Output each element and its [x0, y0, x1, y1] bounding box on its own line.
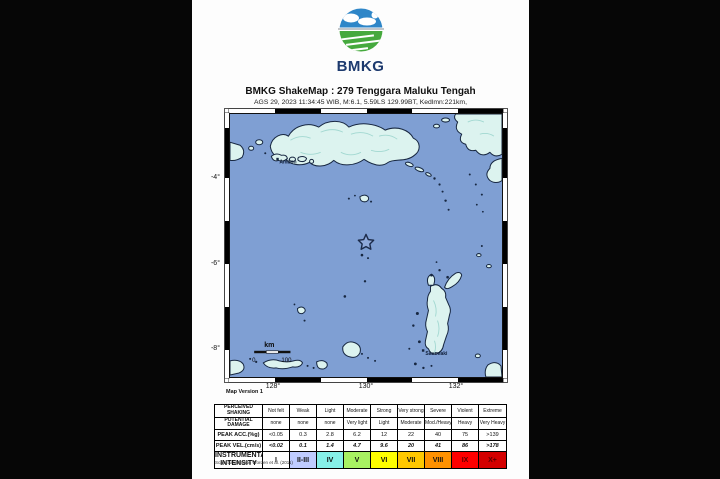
legend-cell: <0.02	[262, 440, 290, 452]
legend-row: PEAK ACC.(%g) <0.05 0.3 2.8 6.2 12 22 40 75 >139	[214, 429, 507, 441]
frame-tick-right	[503, 113, 507, 378]
intensity-cell: X+	[478, 450, 507, 470]
legend-cell: Heavy	[451, 416, 479, 430]
legend-cell: 12	[370, 429, 398, 441]
x-tick-130: 130°	[358, 383, 374, 390]
scale-unit-label: km	[264, 342, 274, 349]
legend-cell: 86	[451, 440, 479, 452]
legend-cell: Extreme	[478, 404, 507, 418]
terrain-texture	[290, 119, 495, 353]
map-frame: Ambon Saumlaki km 0 100	[224, 108, 508, 383]
legend-cell: 1.4	[316, 440, 344, 452]
legend-cell: >178	[478, 440, 507, 452]
shakemap-title: BMKG ShakeMap : 279 Tenggara Maluku Teng…	[245, 86, 476, 97]
legend-row-label: PEAK ACC.(%g)	[214, 429, 263, 441]
legend-row-label: PERCEIVED SHAKING	[214, 404, 263, 418]
intensity-table-body: PERCEIVED SHAKING Not felt Weak Light Modera…	[214, 404, 507, 470]
x-tick-128: 128°	[265, 383, 281, 390]
legend-cell: none	[316, 416, 344, 430]
intensity-cell: I	[262, 450, 290, 470]
y-tick--6: -6°	[210, 260, 220, 267]
legend-cell: Mod./Heavy	[424, 416, 452, 430]
intensity-table: PERCEIVED SHAKING Not felt Weak Light Modera…	[214, 404, 507, 470]
city-label-saumlaki: Saumlaki	[425, 351, 448, 357]
legend-cell: 0.1	[289, 440, 317, 452]
legend-cell: 20	[397, 440, 425, 452]
legend-row: PERCEIVED SHAKING Not felt Weak Light Modera…	[214, 404, 507, 418]
y-tick--4: -4°	[210, 174, 220, 181]
legend-cell: 6.2	[343, 429, 371, 441]
epicenter-star-icon	[357, 233, 375, 250]
shakemap-page: BMKG BMKG ShakeMap : 279 Tenggara Maluku…	[192, 0, 529, 479]
legend-cell: 0.3	[289, 429, 317, 441]
legend-row: PEAK VEL.(cm/s) <0.02 0.1 1.4 4.7 9.6 20 41 86 >1…	[214, 440, 507, 452]
city-label-ambon: Ambon	[279, 159, 296, 165]
legend-cell: <0.05	[262, 429, 290, 441]
intensity-cell: VI	[370, 450, 398, 470]
intensity-cell: IV	[316, 450, 344, 470]
intensity-cell: VIII	[424, 450, 452, 470]
legend-cell: 75	[451, 429, 479, 441]
scale-bar: km 0 100	[252, 342, 292, 364]
intensity-legend: PERCEIVED SHAKING Not felt Weak Light Modera…	[214, 404, 507, 470]
intensity-cell: VII	[397, 450, 425, 470]
islands	[230, 114, 502, 377]
legend-cell: Light	[316, 404, 344, 418]
legend-row-label: INSTRUMENTAL INTENSITY	[214, 450, 263, 470]
legend-cell: Moderate	[343, 404, 371, 418]
legend-cell: none	[289, 416, 317, 430]
y-tick--8: -8°	[210, 345, 220, 352]
bmkg-globe-icon	[337, 8, 384, 52]
legend-cell: >139	[478, 429, 507, 441]
legend-row-label: PEAK VEL.(cm/s)	[214, 440, 263, 452]
legend-cell: Very strong	[397, 404, 425, 418]
intensity-cell: IX	[451, 450, 479, 470]
legend-cell: 4.7	[343, 440, 371, 452]
legend-row: POTENTIAL DAMAGE none none none Very light Li…	[214, 416, 507, 430]
legend-row: INSTRUMENTAL INTENSITYIII-IIIIVVVIVIIVII…	[214, 450, 507, 470]
city-dot-ambon	[276, 157, 279, 161]
map-canvas: Ambon Saumlaki km 0 100	[229, 113, 503, 378]
bmkg-brand-text: BMKG	[336, 58, 385, 75]
legend-cell: 9.6	[370, 440, 398, 452]
x-tick-132: 132°	[448, 383, 464, 390]
legend-cell: 2.8	[316, 429, 344, 441]
frame-tick-bottom	[229, 378, 503, 382]
frame-tick-top	[229, 109, 503, 113]
bmkg-logo: BMKG	[192, 7, 529, 75]
legend-cell: Very Heavy	[478, 416, 507, 430]
scale-max-label: 100	[281, 358, 292, 364]
legend-cell: Very light	[343, 416, 371, 430]
event-parameters: AGS 29, 2023 11:34:45 WIB, M:6.1, 5.59LS…	[254, 99, 467, 106]
intensity-cell: II-III	[289, 450, 317, 470]
legend-cell: 41	[424, 440, 452, 452]
legend-cell: Moderate	[397, 416, 425, 430]
legend-cell: Strong	[370, 404, 398, 418]
legend-cell: 22	[397, 429, 425, 441]
city-dot-saumlaki	[421, 349, 425, 352]
legend-row-label: POTENTIAL DAMAGE	[214, 416, 263, 430]
legend-cell: Not felt	[262, 404, 290, 418]
legend-cell: Light	[370, 416, 398, 430]
map-version-note: Map Version 1	[226, 389, 263, 395]
scale-min-label: 0	[252, 358, 256, 364]
scale-footnote: Scale based upon Worden et al. (2011)	[215, 460, 293, 465]
small-islets	[249, 152, 484, 370]
map-svg: Ambon Saumlaki km 0 100	[230, 114, 502, 377]
frame-tick-left	[225, 113, 229, 378]
intensity-cell: V	[343, 450, 371, 470]
legend-cell: none	[262, 416, 290, 430]
legend-cell: 40	[424, 429, 452, 441]
legend-cell: Severe	[424, 404, 452, 418]
legend-cell: Weak	[289, 404, 317, 418]
legend-cell: Violent	[451, 404, 479, 418]
